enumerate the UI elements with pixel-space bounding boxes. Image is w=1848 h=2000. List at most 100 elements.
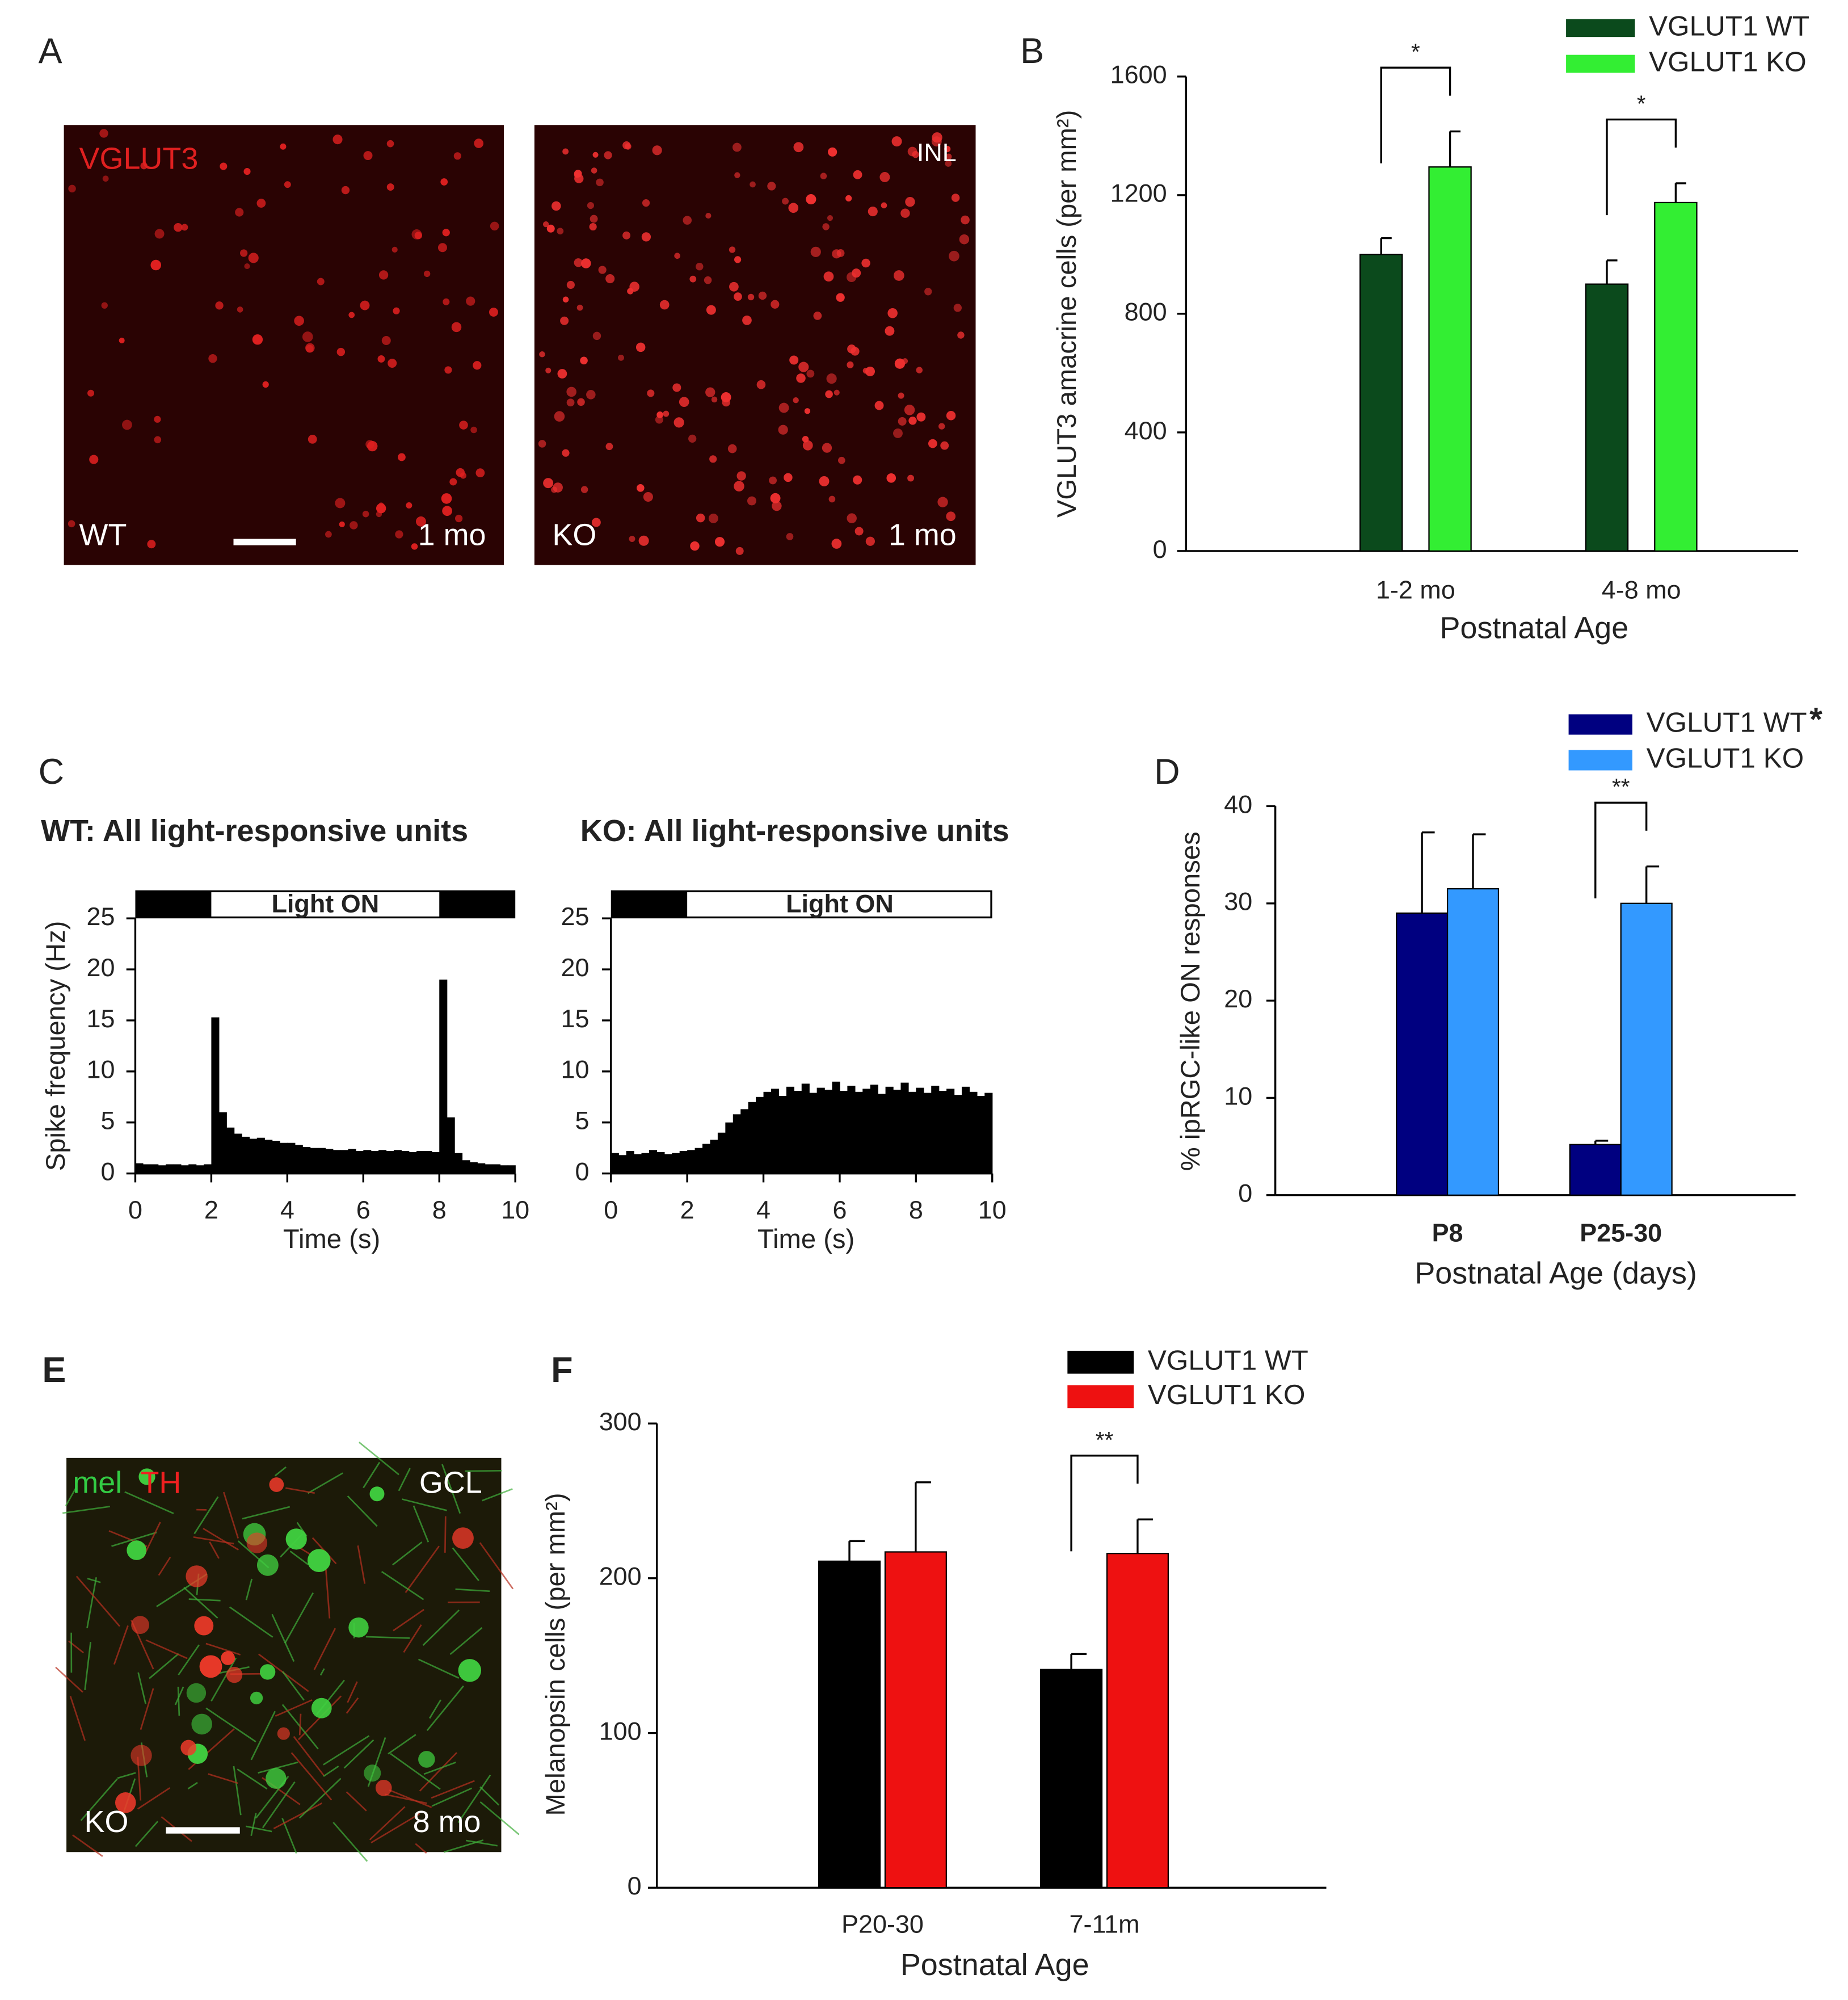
histogram-bar bbox=[824, 1090, 833, 1174]
fiber bbox=[323, 1735, 370, 1766]
y-tick-label: 0 bbox=[1153, 535, 1167, 564]
cell bbox=[415, 516, 426, 527]
histogram-bar bbox=[378, 1150, 387, 1174]
histogram-bar bbox=[870, 1085, 878, 1174]
cell bbox=[708, 513, 718, 523]
cell bbox=[784, 473, 793, 482]
micrographs bbox=[64, 125, 976, 1852]
cell bbox=[659, 300, 670, 310]
histogram-bar bbox=[809, 1093, 818, 1174]
histogram-bar bbox=[961, 1086, 970, 1174]
fiber bbox=[479, 1542, 514, 1590]
histogram-bar bbox=[294, 1145, 303, 1174]
cell bbox=[557, 228, 564, 235]
cell bbox=[489, 308, 498, 317]
fiber bbox=[346, 1791, 367, 1812]
x-tick-label: 7-11m bbox=[1069, 1910, 1139, 1939]
histogram-bar bbox=[188, 1164, 197, 1174]
histogram-bar bbox=[854, 1091, 863, 1174]
cell bbox=[101, 302, 108, 309]
x-axis-label: Postnatal Age bbox=[1440, 611, 1629, 645]
panel-label: B bbox=[1020, 31, 1044, 71]
y-tick-label: 15 bbox=[87, 1004, 115, 1033]
fiber bbox=[423, 1761, 457, 1775]
y-tick-label: 0 bbox=[575, 1157, 590, 1186]
histogram-bar bbox=[611, 1153, 619, 1174]
cell bbox=[235, 208, 244, 217]
cell bbox=[215, 301, 224, 310]
cell bbox=[959, 234, 970, 245]
cell bbox=[590, 215, 598, 223]
cell bbox=[734, 172, 740, 178]
bar bbox=[1106, 1553, 1169, 1889]
y-axis-label: Spike frequency (Hz) bbox=[41, 921, 71, 1171]
fiber bbox=[137, 1672, 146, 1704]
cell bbox=[891, 136, 902, 147]
fiber bbox=[145, 1639, 188, 1659]
cell bbox=[647, 389, 655, 397]
legend-swatch bbox=[1067, 1351, 1134, 1374]
histogram-bar bbox=[469, 1162, 478, 1174]
cell bbox=[826, 373, 837, 384]
x-tick-label: P25-30 bbox=[1580, 1218, 1662, 1247]
fiber bbox=[449, 1627, 483, 1656]
cell bbox=[810, 246, 821, 257]
histogram-bar bbox=[409, 1152, 417, 1174]
fiber bbox=[274, 1466, 287, 1477]
fiber bbox=[289, 1551, 309, 1565]
cell bbox=[822, 443, 832, 453]
cell bbox=[581, 258, 591, 268]
legend-swatch bbox=[1568, 750, 1632, 771]
cell bbox=[618, 354, 624, 361]
cell bbox=[853, 170, 862, 179]
cell bbox=[793, 142, 804, 153]
cell bbox=[604, 151, 612, 159]
fiber bbox=[193, 1496, 219, 1535]
cell bbox=[194, 1616, 214, 1636]
cell bbox=[802, 440, 813, 451]
significance-bracket bbox=[1380, 66, 1451, 163]
cell bbox=[696, 513, 705, 523]
cell bbox=[904, 405, 915, 415]
cell bbox=[122, 419, 132, 430]
histogram-bar bbox=[158, 1165, 166, 1174]
cell bbox=[248, 253, 259, 263]
histogram-bar bbox=[287, 1142, 296, 1174]
cell bbox=[305, 343, 315, 353]
x-tick-label: 1-2 mo bbox=[1376, 575, 1455, 604]
bar bbox=[1428, 166, 1472, 552]
y-tick-label: 1600 bbox=[1110, 60, 1167, 89]
legend-label: VGLUT1 WT bbox=[1649, 11, 1809, 42]
cell bbox=[566, 398, 575, 407]
cell bbox=[127, 1540, 147, 1560]
cell bbox=[259, 1664, 276, 1680]
cell bbox=[898, 392, 904, 399]
cell bbox=[302, 331, 313, 342]
histogram-bar bbox=[477, 1163, 486, 1174]
fiber bbox=[174, 1686, 184, 1705]
fiber bbox=[323, 1765, 339, 1778]
y-tick-label: 0 bbox=[1238, 1179, 1252, 1208]
cell bbox=[562, 296, 569, 303]
histogram-bar bbox=[142, 1164, 151, 1174]
cell bbox=[386, 183, 394, 191]
cell bbox=[945, 160, 952, 167]
histogram-bar bbox=[656, 1152, 665, 1174]
fiber bbox=[72, 1834, 103, 1857]
fiber bbox=[457, 1774, 491, 1823]
fiber bbox=[188, 1598, 221, 1602]
bar bbox=[1654, 201, 1698, 552]
cell bbox=[769, 476, 777, 485]
cell bbox=[181, 224, 188, 231]
fiber bbox=[443, 1839, 484, 1853]
cell bbox=[706, 305, 716, 315]
fiber bbox=[250, 1711, 276, 1760]
histogram-bar bbox=[954, 1095, 962, 1174]
fiber bbox=[258, 1761, 298, 1774]
fiber bbox=[113, 1625, 129, 1665]
cell bbox=[336, 347, 346, 356]
cell bbox=[894, 270, 904, 281]
fiber bbox=[452, 1547, 479, 1581]
cell bbox=[881, 202, 887, 209]
cell bbox=[226, 1666, 243, 1683]
